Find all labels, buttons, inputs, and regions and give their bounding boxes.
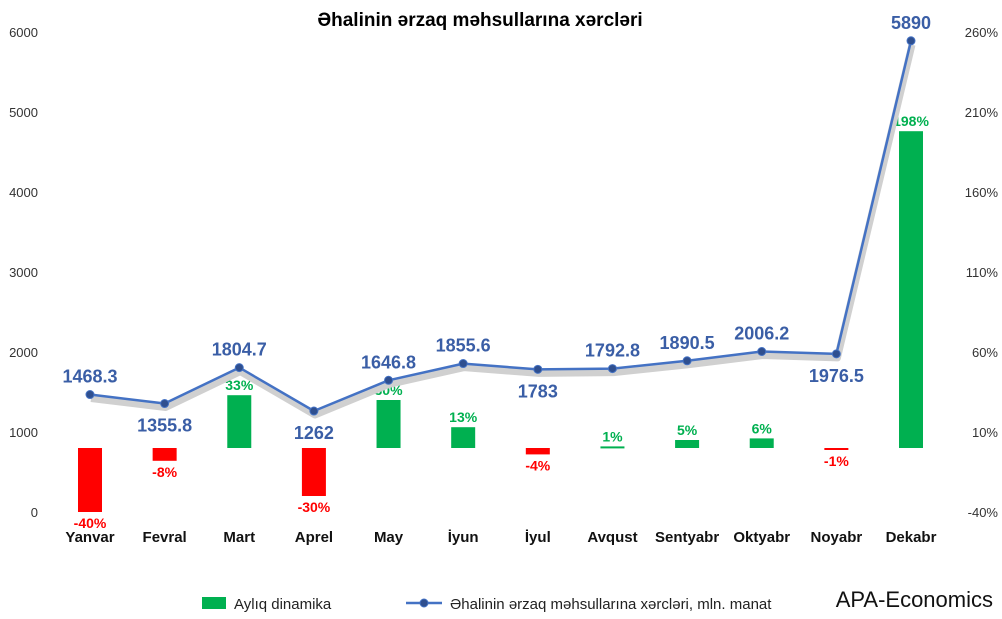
category-axis: Yanvar Fevral Mart Aprel May İyun İyul Avqust Se… [65, 529, 936, 546]
line-value-label: 1783 [518, 381, 558, 401]
legend-line-marker [419, 598, 429, 608]
line-point-sentyabr [682, 356, 692, 366]
line-point-avqust [607, 364, 617, 374]
line-value-label: 1792.8 [585, 341, 640, 361]
line-point-aprel [309, 406, 319, 416]
bar-value-label: 13% [449, 409, 478, 425]
chart-title: Əhalinin ərzaq məhsullarına xərcləri [317, 10, 642, 31]
category-label: Sentyabr [655, 529, 719, 546]
legend-bar-swatch [202, 597, 226, 609]
category-label: Fevral [143, 529, 187, 546]
line-value-label: 1890.5 [660, 333, 715, 353]
bar-noyabr [824, 448, 849, 450]
category-label: Dekabr [886, 529, 937, 546]
line-point-noyabr [831, 349, 841, 359]
bar-i̇yul [525, 448, 550, 455]
left-tick-label: 3000 [9, 265, 38, 280]
left-tick-label: 1000 [9, 425, 38, 440]
bar-value-label: -8% [152, 464, 177, 480]
line-value-label: 1355.8 [137, 416, 192, 436]
line-point-may [384, 375, 394, 385]
line-value-label: 1804.7 [212, 340, 267, 360]
bar-dekabr [899, 131, 923, 448]
right-tick-label: -40% [968, 505, 999, 520]
bar-value-label: -40% [74, 515, 107, 531]
left-axis: 0 1000 2000 3000 4000 5000 6000 [9, 25, 38, 520]
right-tick-label: 260% [965, 25, 999, 40]
bar-series: -40%-8%33%-30%30%13%-4%1% 5% 6%-1%198% [74, 113, 930, 531]
bar-i̇yun [451, 427, 476, 448]
line-value-label: 1646.8 [361, 352, 416, 372]
category-label: Yanvar [65, 529, 114, 546]
line-point-mart [234, 363, 244, 373]
bar-value-label: 33% [225, 377, 254, 393]
category-label: Noyabr [811, 529, 863, 546]
line-value-label: 1262 [294, 423, 334, 443]
right-tick-label: 110% [966, 265, 999, 280]
right-tick-label: 60% [972, 345, 998, 360]
line-point-dekabr [906, 36, 916, 46]
bar-value-label: 5% [677, 422, 698, 438]
line-series: 1468.3 1355.8 1804.7 1262 1646.8 1855.6 1783 17… [62, 13, 931, 443]
bar-avqust [600, 446, 625, 449]
category-label: İyun [448, 529, 479, 546]
bar-mart [227, 395, 252, 448]
right-axis: -40% 10% 60% 110% 160% 210% 260% [965, 25, 999, 520]
bar-fevral [152, 448, 177, 461]
line-point-fevral [160, 399, 170, 409]
category-label: May [374, 529, 404, 546]
right-tick-label: 210% [965, 105, 999, 120]
bar-value-label: -4% [525, 457, 550, 473]
left-tick-label: 2000 [9, 345, 38, 360]
line-value-label: 2006.2 [734, 324, 789, 344]
left-tick-label: 4000 [9, 185, 38, 200]
line-shadow [90, 43, 916, 419]
legend-bar-label: Aylıq dinamika [234, 596, 332, 613]
line-point-i̇yun [458, 359, 468, 369]
line-point-oktyabr [757, 347, 767, 357]
bar-sentyabr [675, 440, 700, 448]
category-label: Aprel [295, 529, 333, 546]
bar-value-label: 6% [752, 420, 773, 436]
line-value-label: 5890 [891, 13, 931, 33]
bar-value-label: -30% [298, 499, 331, 515]
left-tick-label: 6000 [9, 25, 38, 40]
line-value-label: 1976.5 [809, 366, 864, 386]
category-label: Mart [223, 529, 255, 546]
line-point-yanvar [85, 390, 95, 400]
line-value-label: 1468.3 [62, 367, 117, 387]
bar-aprel [301, 448, 326, 496]
legend: Aylıq dinamika Əhalinin ərzaq məhsulları… [202, 596, 772, 613]
left-tick-label: 5000 [9, 105, 38, 120]
brand-label: APA-Economics [836, 587, 993, 612]
bar-value-label: 1% [602, 428, 623, 444]
bar-yanvar [78, 448, 102, 512]
bar-value-label: 198% [893, 113, 929, 129]
bar-oktyabr [749, 438, 774, 448]
line-value-label: 1855.6 [436, 336, 491, 356]
category-label: İyul [525, 529, 551, 546]
category-label: Avqust [587, 529, 637, 546]
left-tick-label: 0 [31, 505, 38, 520]
category-label: Oktyabr [733, 529, 790, 546]
line-point-i̇yul [533, 364, 543, 374]
right-tick-label: 160% [965, 185, 999, 200]
bar-may [376, 400, 401, 448]
bar-value-label: -1% [824, 453, 849, 469]
legend-line-label: Əhalinin ərzaq məhsullarına xərcləri, ml… [450, 596, 772, 613]
right-tick-label: 10% [972, 425, 998, 440]
line-path [89, 40, 913, 413]
